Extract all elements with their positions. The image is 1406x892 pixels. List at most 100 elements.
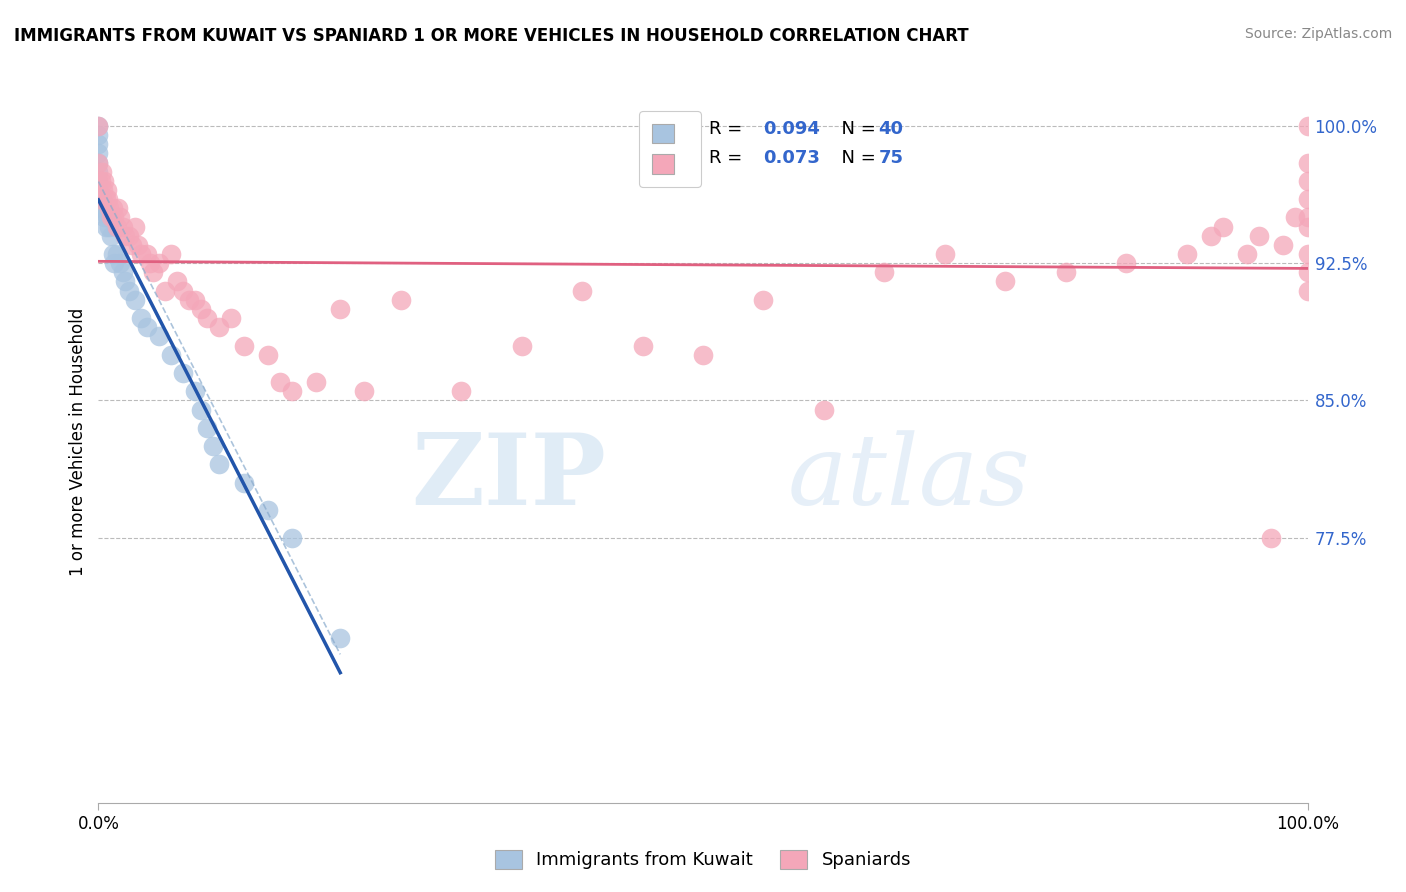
Point: [87, 183, 110, 197]
Point: [1212, 219, 1234, 234]
Point: [329, 631, 352, 645]
Point: [124, 219, 146, 234]
Point: [114, 275, 136, 289]
Point: [1296, 174, 1319, 188]
Point: [103, 256, 125, 270]
Point: [934, 247, 956, 261]
Point: [87, 119, 110, 133]
Point: [91, 183, 114, 197]
Point: [139, 256, 162, 270]
Point: [111, 219, 134, 234]
Point: [202, 439, 225, 453]
Point: [1296, 265, 1319, 279]
Point: [160, 348, 183, 362]
Text: 0.073: 0.073: [763, 149, 820, 167]
Point: [1175, 247, 1198, 261]
Point: [184, 293, 207, 307]
Text: 75: 75: [879, 149, 903, 167]
Point: [813, 402, 835, 417]
Point: [93, 174, 115, 188]
Point: [108, 256, 131, 270]
Point: [87, 128, 110, 143]
Point: [87, 119, 110, 133]
Point: [184, 384, 207, 399]
Point: [135, 320, 157, 334]
Point: [1272, 238, 1295, 252]
Point: [166, 275, 188, 289]
Text: IMMIGRANTS FROM KUWAIT VS SPANIARD 1 OR MORE VEHICLES IN HOUSEHOLD CORRELATION C: IMMIGRANTS FROM KUWAIT VS SPANIARD 1 OR …: [14, 27, 969, 45]
Point: [160, 247, 183, 261]
Point: [752, 293, 775, 307]
Point: [93, 211, 115, 225]
Point: [135, 247, 157, 261]
Point: [87, 174, 110, 188]
Text: N =: N =: [830, 120, 882, 138]
Point: [873, 265, 896, 279]
Point: [142, 265, 165, 279]
Text: N =: N =: [830, 149, 882, 167]
Point: [195, 311, 218, 326]
Point: [100, 211, 122, 225]
Point: [269, 375, 291, 389]
Point: [127, 238, 149, 252]
Point: [208, 458, 231, 472]
Point: [107, 202, 129, 216]
Point: [96, 183, 118, 197]
Point: [87, 137, 110, 152]
Point: [121, 238, 143, 252]
Text: 0.094: 0.094: [763, 120, 820, 138]
Point: [281, 384, 304, 399]
Point: [129, 311, 152, 326]
Point: [510, 338, 533, 352]
Text: Source: ZipAtlas.com: Source: ZipAtlas.com: [1244, 27, 1392, 41]
Point: [1296, 284, 1319, 298]
Point: [87, 192, 110, 206]
Point: [172, 284, 194, 298]
Legend: , : ,: [640, 111, 700, 186]
Point: [172, 366, 194, 380]
Point: [195, 421, 218, 435]
Legend: Immigrants from Kuwait, Spaniards: Immigrants from Kuwait, Spaniards: [486, 840, 920, 879]
Y-axis label: 1 or more Vehicles in Household: 1 or more Vehicles in Household: [69, 308, 87, 575]
Point: [1296, 119, 1319, 133]
Point: [153, 284, 176, 298]
Point: [190, 301, 212, 316]
Text: 40: 40: [879, 120, 903, 138]
Point: [1115, 256, 1137, 270]
Point: [1296, 155, 1319, 169]
Text: atlas: atlas: [787, 430, 1031, 525]
Point: [1296, 219, 1319, 234]
Point: [87, 165, 110, 179]
Point: [1249, 228, 1271, 243]
Point: [105, 247, 128, 261]
Point: [232, 338, 254, 352]
Point: [97, 211, 120, 225]
Point: [571, 284, 593, 298]
Point: [91, 165, 114, 179]
Text: ZIP: ZIP: [412, 429, 606, 526]
Point: [1054, 265, 1077, 279]
Point: [450, 384, 472, 399]
Point: [1296, 211, 1319, 225]
Point: [94, 219, 117, 234]
Point: [105, 219, 128, 234]
Point: [118, 284, 141, 298]
Point: [87, 155, 110, 169]
Point: [111, 265, 134, 279]
Point: [101, 247, 124, 261]
Point: [256, 348, 278, 362]
Point: [91, 202, 114, 216]
Point: [96, 211, 118, 225]
Point: [692, 348, 714, 362]
Point: [1199, 228, 1222, 243]
Point: [389, 293, 412, 307]
Point: [1296, 247, 1319, 261]
Point: [329, 301, 352, 316]
Point: [1260, 531, 1282, 545]
Point: [114, 228, 136, 243]
Text: R =: R =: [709, 149, 748, 167]
Point: [1296, 192, 1319, 206]
Point: [129, 247, 152, 261]
Point: [87, 146, 110, 161]
Point: [118, 228, 141, 243]
